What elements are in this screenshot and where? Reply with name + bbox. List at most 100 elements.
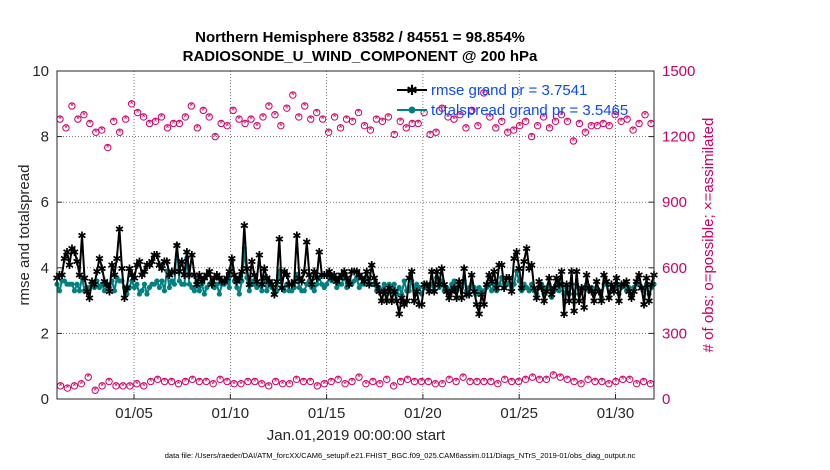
left-tick-label: 8 bbox=[41, 129, 49, 146]
rmse-point: ✱ bbox=[402, 296, 411, 308]
obs-count-top-possible bbox=[121, 115, 130, 123]
obs-count-bottom-assimilated: * bbox=[468, 377, 472, 388]
totalspread-point bbox=[76, 288, 83, 294]
rmse-point: ✱ bbox=[430, 286, 439, 298]
obs-count-top-possible bbox=[539, 113, 548, 121]
obs-count-bottom-possible bbox=[209, 379, 217, 388]
rmse-point: ✱ bbox=[87, 276, 96, 288]
obs-count-bottom-possible bbox=[244, 377, 252, 386]
right-tick-label: 600 bbox=[662, 260, 687, 277]
rmse-point: ✱ bbox=[455, 276, 464, 288]
obs-count-bottom-assimilated: * bbox=[204, 377, 208, 388]
obs-count-top-possible bbox=[515, 121, 524, 130]
legend-spread-marker bbox=[408, 106, 416, 114]
obs-count-bottom-possible bbox=[438, 379, 446, 388]
rmse-point: ✱ bbox=[462, 290, 471, 302]
rmse-point: ✱ bbox=[574, 296, 583, 308]
obs-count-top-possible bbox=[527, 132, 536, 141]
rmse-point: ✱ bbox=[230, 270, 239, 282]
rmse-point: ✱ bbox=[337, 270, 346, 282]
rmse-point: ✱ bbox=[335, 273, 344, 285]
rmse-point: ✱ bbox=[502, 273, 511, 285]
obs-count-bottom-possible bbox=[584, 375, 592, 384]
rmse-point: ✱ bbox=[332, 276, 341, 288]
obs-count-bottom-possible bbox=[473, 377, 481, 386]
totalspread-point bbox=[144, 291, 150, 297]
totalspread-point bbox=[159, 278, 165, 284]
y-axis-label-left: rmse and totalspread bbox=[16, 165, 33, 306]
rmse-point: ✱ bbox=[162, 257, 171, 269]
obs-count-top-assimilated: * bbox=[542, 113, 546, 124]
rmse-point: ✱ bbox=[425, 286, 434, 298]
rmse-point: ✱ bbox=[447, 286, 456, 298]
totalspread-point bbox=[256, 281, 262, 287]
obs-count-bottom-assimilated: * bbox=[121, 381, 125, 392]
obs-count-top-assimilated: * bbox=[506, 128, 510, 139]
obs-count-bottom-possible bbox=[466, 377, 474, 386]
obs-count-top-assimilated: * bbox=[363, 121, 367, 132]
totalspread-point bbox=[166, 284, 173, 291]
obs-count-bottom-assimilated: * bbox=[447, 375, 451, 386]
obs-count-bottom-possible bbox=[501, 375, 509, 384]
rmse-point: ✱ bbox=[107, 260, 116, 272]
obs-count-bottom-possible bbox=[376, 379, 384, 388]
rmse-point: ✱ bbox=[200, 273, 209, 285]
obs-count-top-assimilated: * bbox=[106, 143, 110, 154]
obs-count-bottom-possible bbox=[112, 382, 120, 390]
obs-count-bottom-possible bbox=[237, 379, 245, 388]
obs-count-top-assimilated: * bbox=[560, 110, 564, 121]
obs-count-bottom-assimilated: * bbox=[419, 377, 423, 388]
totalspread-point bbox=[234, 284, 240, 291]
rmse-point: ✱ bbox=[277, 283, 286, 295]
obs-count-top-assimilated: * bbox=[327, 128, 331, 139]
obs-count-top-assimilated: * bbox=[315, 108, 319, 119]
rmse-point: ✱ bbox=[405, 273, 414, 285]
obs-count-bottom-possible bbox=[140, 382, 148, 390]
obs-count-top-possible bbox=[438, 104, 446, 112]
obs-count-bottom-assimilated: * bbox=[642, 377, 646, 388]
obs-count-top-assimilated: * bbox=[422, 108, 426, 119]
totalspread-point bbox=[226, 284, 232, 291]
rmse-point: ✱ bbox=[137, 270, 146, 282]
obs-count-top-possible bbox=[133, 108, 142, 117]
rmse-point: ✱ bbox=[639, 299, 648, 311]
obs-count-bottom-assimilated: * bbox=[378, 379, 382, 390]
obs-count-top-possible bbox=[211, 132, 219, 141]
obs-count-top-possible bbox=[348, 117, 357, 125]
rmse-point: ✱ bbox=[617, 280, 626, 292]
plot-area bbox=[57, 71, 654, 399]
rmse-point: ✱ bbox=[627, 293, 636, 305]
obs-count-top-assimilated: * bbox=[171, 119, 175, 130]
rmse-point: ✱ bbox=[302, 237, 311, 249]
totalspread-point bbox=[311, 288, 317, 294]
totalspread-point bbox=[416, 284, 422, 291]
rmse-point: ✱ bbox=[255, 250, 264, 262]
obs-count-top-assimilated: * bbox=[571, 137, 575, 148]
rmse-point: ✱ bbox=[250, 270, 259, 282]
rmse-point: ✱ bbox=[190, 270, 199, 282]
obs-count-bottom-assimilated: * bbox=[621, 375, 625, 386]
obs-count-bottom-possible bbox=[153, 375, 162, 384]
rmse-point: ✱ bbox=[524, 263, 533, 275]
right-tick-label: 1500 bbox=[662, 63, 695, 80]
obs-count-top-possible bbox=[575, 119, 584, 128]
obs-count-bottom-possible bbox=[389, 382, 398, 390]
obs-count-bottom-possible bbox=[494, 379, 502, 388]
obs-count-bottom-possible bbox=[251, 377, 259, 386]
rmse-point: ✱ bbox=[280, 267, 289, 279]
rmse-point: ✱ bbox=[495, 260, 504, 272]
rmse-point: ✱ bbox=[117, 263, 126, 275]
rmse-point: ✱ bbox=[207, 280, 216, 292]
obs-count-top-possible bbox=[193, 124, 201, 132]
obs-count-bottom-assimilated: * bbox=[579, 379, 583, 390]
totalspread-point bbox=[99, 281, 105, 287]
rmse-point: ✱ bbox=[515, 263, 524, 275]
obs-count-bottom-possible bbox=[445, 375, 453, 384]
totalspread-point bbox=[344, 284, 350, 291]
obs-count-top-assimilated: * bbox=[136, 108, 140, 119]
obs-count-top-possible bbox=[163, 124, 172, 132]
rmse-point: ✱ bbox=[465, 290, 474, 302]
x-axis-ticks: 01/05 01/10 01/15 01/20 01/25 01/30 bbox=[115, 394, 634, 422]
obs-count-top-possible bbox=[223, 121, 231, 130]
obs-count-top-possible bbox=[623, 115, 631, 123]
